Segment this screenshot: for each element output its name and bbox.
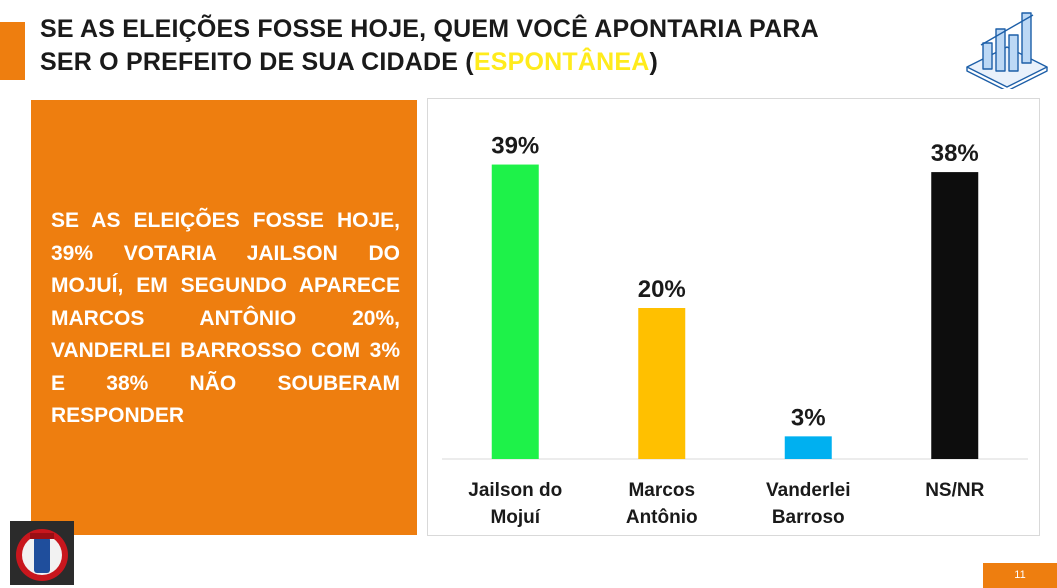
- bar-2: [784, 436, 832, 459]
- company-logo: [10, 521, 74, 585]
- title-accent-bar: [0, 22, 25, 80]
- category-label-2-1: Barroso: [772, 507, 845, 528]
- summary-panel: SE AS ELEIÇÕES FOSSE HOJE, 39% VOTARIA J…: [31, 100, 417, 535]
- bar-0: [491, 164, 539, 460]
- bar-1: [638, 308, 686, 459]
- bar-3: [931, 172, 979, 459]
- category-label-1-0: Marcos: [628, 480, 695, 501]
- data-label-0: 39%: [491, 133, 539, 160]
- page-title-line-1: SE AS ELEIÇÕES FOSSE HOJE, QUEM VOCÊ APO…: [40, 15, 819, 43]
- category-label-3-0: NS/NR: [925, 480, 984, 501]
- page-number: 11: [983, 563, 1057, 588]
- page-title-line-2: SER O PREFEITO DE SUA CIDADE (ESPONTÂNEA…: [40, 46, 940, 79]
- category-label-2-0: Vanderlei: [766, 480, 851, 501]
- category-label-0-0: Jailson do: [468, 480, 562, 501]
- data-label-3: 38%: [931, 140, 979, 167]
- page-title-highlight: ESPONTÂNEA: [473, 48, 650, 76]
- bar-chart-svg: 39% Jailson do Mojuí 20% Marcos Antônio 3% Vand…: [442, 133, 1028, 528]
- category-label-0-1: Mojuí: [490, 507, 540, 528]
- data-label-2: 3%: [791, 404, 826, 431]
- bar-chart: 39% Jailson do Mojuí 20% Marcos Antônio 3% Vand…: [427, 98, 1040, 536]
- page-title-prefix: SER O PREFEITO DE SUA CIDADE (: [40, 48, 474, 76]
- page-title: SE AS ELEIÇÕES FOSSE HOJE, QUEM VOCÊ APO…: [40, 13, 940, 79]
- data-label-1: 20%: [638, 276, 686, 303]
- bar-chart-icon: [966, 12, 1048, 89]
- category-label-1-1: Antônio: [626, 507, 698, 528]
- page-title-suffix: ): [649, 48, 659, 76]
- summary-text: SE AS ELEIÇÕES FOSSE HOJE, 39% VOTARIA J…: [51, 209, 400, 427]
